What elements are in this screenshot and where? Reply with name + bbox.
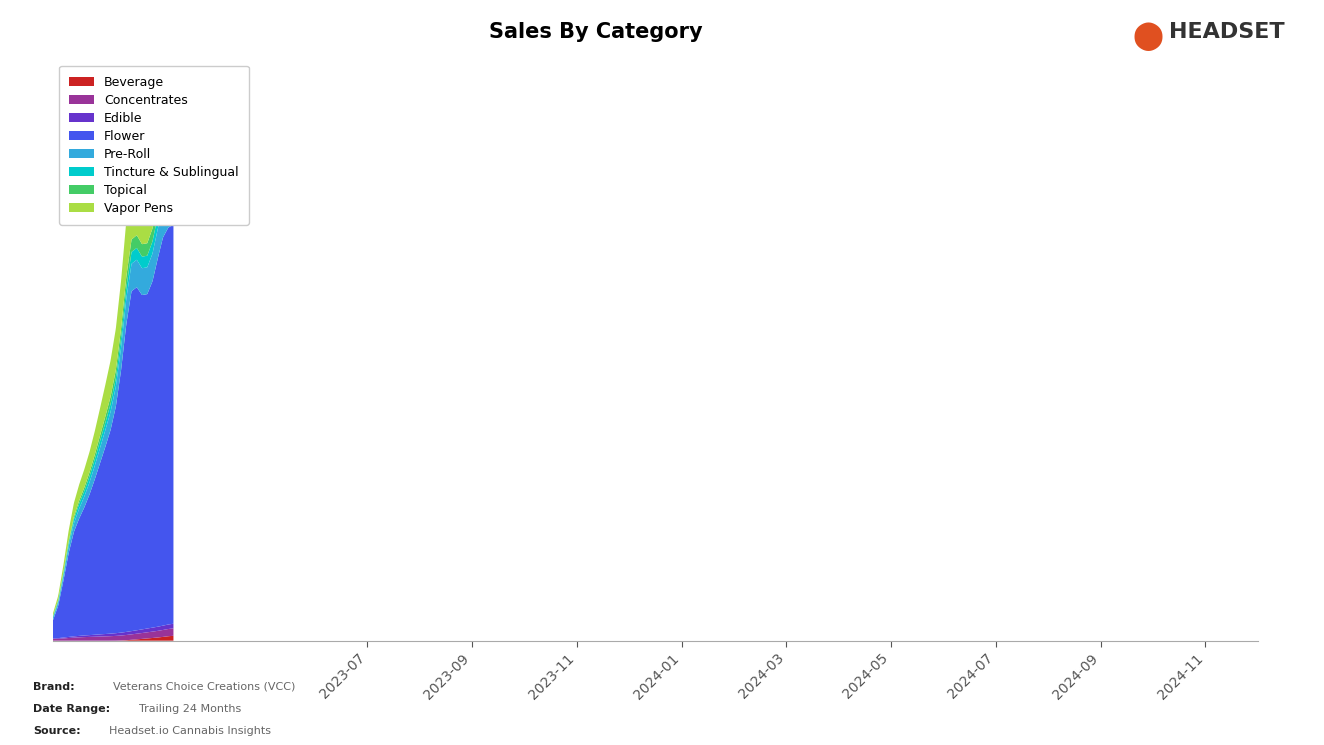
Legend: Beverage, Concentrates, Edible, Flower, Pre-Roll, Tincture & Sublingual, Topical: Beverage, Concentrates, Edible, Flower, … — [60, 66, 249, 225]
Text: Brand:: Brand: — [33, 682, 74, 691]
Text: Sales By Category: Sales By Category — [489, 22, 703, 42]
Text: Trailing 24 Months: Trailing 24 Months — [139, 704, 241, 714]
Text: Source:: Source: — [33, 726, 81, 736]
Text: HEADSET: HEADSET — [1169, 22, 1284, 42]
Text: Date Range:: Date Range: — [33, 704, 110, 714]
Text: Veterans Choice Creations (VCC): Veterans Choice Creations (VCC) — [113, 682, 295, 691]
Text: ⬤: ⬤ — [1132, 22, 1162, 51]
Text: Headset.io Cannabis Insights: Headset.io Cannabis Insights — [109, 726, 270, 736]
